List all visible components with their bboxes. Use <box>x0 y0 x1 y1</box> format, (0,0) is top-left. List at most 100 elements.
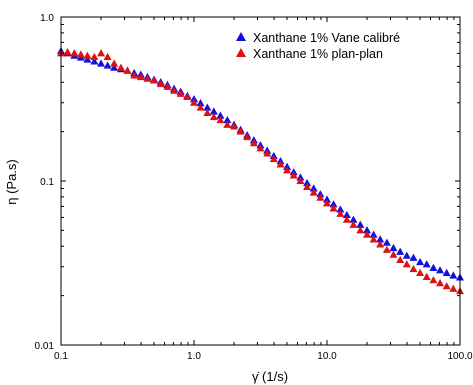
data-point <box>123 66 132 74</box>
data-point <box>116 63 125 71</box>
data-point <box>90 57 99 65</box>
data-point <box>356 220 365 228</box>
data-point <box>329 204 338 212</box>
data-point <box>256 144 265 152</box>
data-point <box>223 120 232 128</box>
data-point <box>376 235 385 243</box>
legend-marker-plan <box>236 48 246 57</box>
legend-marker-vane <box>236 32 246 41</box>
data-point <box>83 51 92 59</box>
data-point <box>409 253 418 261</box>
data-point <box>209 107 218 115</box>
data-point <box>436 279 445 287</box>
data-point <box>176 89 185 97</box>
series-layer <box>57 46 464 295</box>
data-point <box>130 71 139 79</box>
ticks-layer <box>60 17 460 346</box>
y-tick-label: 0.01 <box>35 341 55 352</box>
data-point <box>309 184 318 192</box>
data-point <box>449 284 458 292</box>
data-point <box>183 92 192 101</box>
data-point <box>416 257 425 266</box>
legend-label-vane: Xanthane 1% Vane calibré <box>253 31 400 45</box>
y-tick-label: 0.1 <box>40 177 54 188</box>
data-point <box>289 171 298 179</box>
data-point <box>110 59 119 67</box>
data-point <box>209 112 218 121</box>
data-point <box>389 243 398 252</box>
data-point <box>342 215 351 223</box>
data-point <box>396 255 405 263</box>
data-point <box>409 264 418 273</box>
data-point <box>263 149 272 157</box>
data-point <box>369 235 378 243</box>
data-point <box>223 115 232 124</box>
data-point <box>349 220 358 228</box>
data-point <box>243 132 252 141</box>
data-point <box>323 195 331 203</box>
data-point <box>136 72 145 81</box>
data-point <box>196 103 205 111</box>
data-point <box>442 268 451 276</box>
data-point <box>303 182 312 190</box>
data-point <box>382 245 391 253</box>
data-point <box>150 76 159 84</box>
data-point <box>342 210 351 219</box>
data-point <box>216 111 225 119</box>
data-point <box>382 238 391 246</box>
data-point <box>356 226 365 234</box>
data-point <box>449 271 458 279</box>
data-point <box>349 215 358 223</box>
data-point <box>416 268 425 276</box>
x-tick-label: 10.0 <box>317 351 337 362</box>
x-tick-label: 1.0 <box>187 351 201 362</box>
y-tick-label: 1.0 <box>40 13 54 24</box>
data-point <box>216 115 225 124</box>
data-point <box>303 178 312 187</box>
data-point <box>309 188 318 196</box>
data-point <box>369 230 378 238</box>
series-1 <box>57 48 464 295</box>
data-point <box>363 226 372 234</box>
x-tick-label: 0.1 <box>54 351 68 362</box>
legend-label-plan: Xanthane 1% plan-plan <box>253 47 383 61</box>
data-point <box>190 98 198 106</box>
data-point <box>442 282 451 290</box>
data-point <box>110 63 119 71</box>
data-point <box>363 230 372 238</box>
data-point <box>156 79 165 88</box>
data-point <box>97 59 106 67</box>
data-point <box>269 154 278 163</box>
data-point <box>436 266 445 274</box>
data-point <box>90 52 99 61</box>
data-point <box>230 122 239 130</box>
data-point <box>422 260 431 268</box>
data-point <box>196 99 205 107</box>
data-point <box>163 82 172 90</box>
data-point <box>429 276 438 284</box>
data-point <box>70 49 79 57</box>
tick-labels: 0.1 1.0 10.0 100.00.010.11.0 <box>35 13 473 362</box>
data-point <box>376 240 385 248</box>
data-point <box>97 49 106 57</box>
data-point <box>249 139 258 147</box>
data-point <box>429 263 438 271</box>
y-axis-label: η (Pa.s) <box>4 159 19 205</box>
data-point <box>336 209 345 217</box>
data-point <box>143 74 152 82</box>
data-point <box>402 260 411 268</box>
data-point <box>203 103 212 111</box>
data-point <box>103 52 112 61</box>
data-point <box>396 247 405 255</box>
data-point <box>63 48 72 56</box>
data-point <box>236 127 245 135</box>
data-point <box>83 55 92 63</box>
data-point <box>276 160 285 168</box>
data-point <box>76 50 85 58</box>
data-point <box>389 250 398 258</box>
data-point <box>170 86 179 94</box>
data-point <box>329 200 338 208</box>
data-point <box>203 108 212 116</box>
